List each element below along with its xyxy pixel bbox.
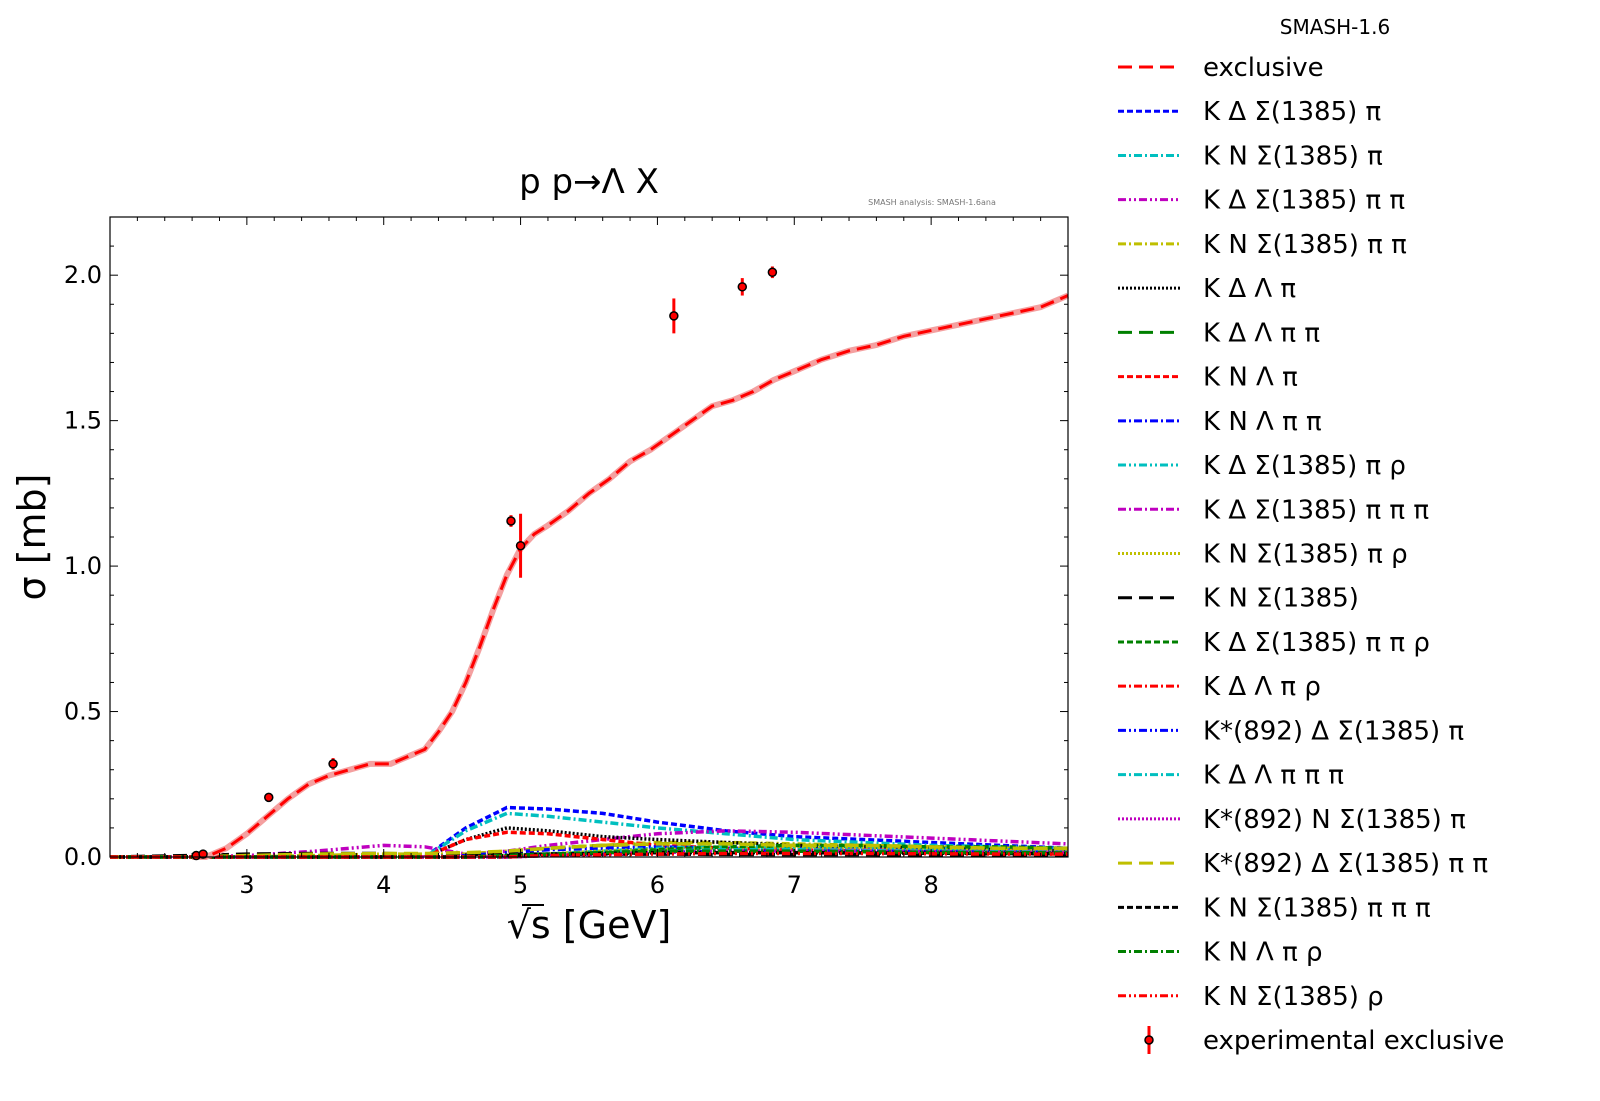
legend-label-1: K Δ Σ(1385) π [1203, 97, 1381, 127]
exclusive-line [192, 294, 1069, 859]
data-point [669, 311, 679, 321]
legend-label-2: K N Σ(1385) π [1203, 141, 1383, 171]
x-tick-label: 3 [239, 871, 254, 899]
legend-label-21: K N Σ(1385) ρ [1203, 982, 1384, 1012]
legend-label-14: K Δ Λ π ρ [1203, 672, 1321, 702]
y-axis-label: σ [mb] [10, 474, 54, 601]
y-tick-label: 1.5 [64, 407, 102, 435]
legend-label-11: K N Σ(1385) π ρ [1203, 540, 1408, 570]
data-point [198, 849, 208, 859]
legend-label-18: K*(892) Δ Σ(1385) π π [1203, 849, 1488, 879]
series-line-2 [110, 829, 1069, 859]
x-axis-label-group: √s [GeV] [507, 903, 672, 947]
legend-label-19: K N Σ(1385) π π π [1203, 893, 1431, 923]
x-tick-label: 4 [376, 871, 391, 899]
legend-label-0: exclusive [1203, 53, 1324, 83]
legend-label-experimental: experimental exclusive [1203, 1026, 1504, 1056]
legend-label-15: K*(892) Δ Σ(1385) π [1203, 716, 1464, 746]
axes-frame [109, 216, 1069, 858]
legend-swatch-experimental-point [1144, 1035, 1154, 1045]
legend-label-16: K Δ Λ π π π [1203, 761, 1344, 791]
data-point [767, 267, 778, 278]
legend: exclusive K Δ Σ(1385) π K N Σ(1385) π K Δ Σ… [1118, 53, 1504, 1056]
exclusive-band [192, 292, 1070, 860]
data-point [264, 792, 274, 803]
legend-label-20: K N Λ π ρ [1203, 938, 1323, 968]
x-tick-label: 6 [650, 871, 665, 899]
y-tick-label: 0.0 [64, 843, 102, 871]
legend-label-4: K N Σ(1385) π π [1203, 230, 1407, 260]
data-point [506, 516, 516, 526]
legend-label-6: K Δ Λ π π [1203, 318, 1320, 348]
data-point [737, 282, 748, 292]
axis-ticks: 3 4 5 6 7 8 0.0 0.5 1.0 1.5 2.0 [64, 217, 1068, 899]
legend-label-12: K N Σ(1385) [1203, 584, 1359, 614]
legend-label-17: K*(892) N Σ(1385) π [1203, 805, 1466, 835]
y-tick-label: 1.0 [64, 552, 102, 580]
analysis-annotation: SMASH analysis: SMASH-1.6ana [868, 198, 996, 207]
x-axis-label: √s [GeV] [507, 903, 672, 947]
legend-label-10: K Δ Σ(1385) π π π [1203, 495, 1429, 525]
legend-label-7: K N Λ π [1203, 363, 1298, 393]
legend-label-8: K N Λ π π [1203, 407, 1322, 437]
x-tick-label: 7 [787, 871, 802, 899]
legend-label-13: K Δ Σ(1385) π π ρ [1203, 628, 1430, 658]
chart-title: p p→Λ X [519, 162, 659, 202]
data-point [328, 759, 338, 769]
y-tick-label: 0.5 [64, 698, 102, 726]
x-tick-label: 8 [924, 871, 939, 899]
legend-title: SMASH-1.6 [1280, 15, 1390, 39]
data-point [515, 540, 526, 551]
legend-label-3: K Δ Σ(1385) π π [1203, 186, 1405, 216]
x-tick-label: 5 [513, 871, 528, 899]
legend-label-9: K Δ Σ(1385) π ρ [1203, 451, 1406, 481]
plot-area [109, 266, 1070, 861]
y-tick-label: 2.0 [64, 261, 102, 289]
legend-label-5: K Δ Λ π [1203, 274, 1296, 304]
